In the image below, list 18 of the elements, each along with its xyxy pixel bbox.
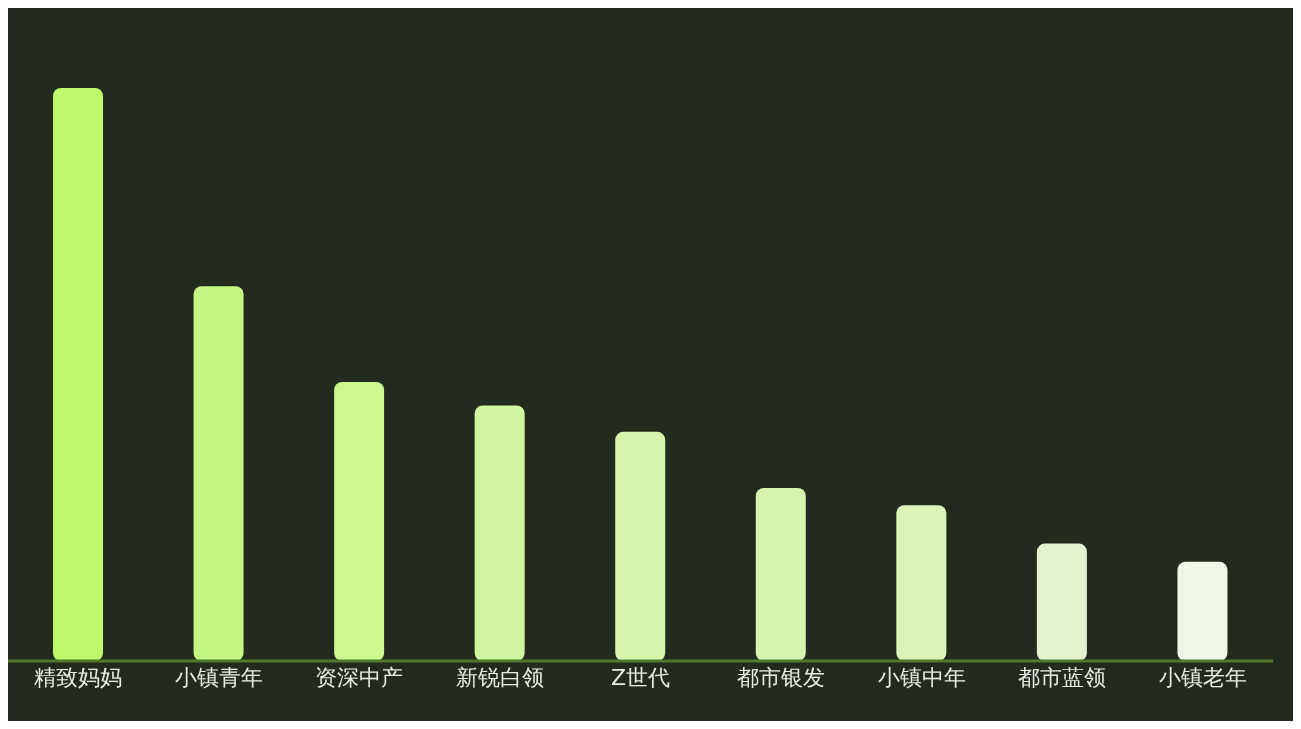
bar (896, 505, 947, 661)
x-tick-label: 都市银发 (737, 664, 826, 690)
x-tick-label: 小镇中年 (877, 664, 966, 690)
x-tick-label: 新锐白领 (455, 664, 544, 690)
bar (1036, 543, 1087, 661)
x-tick-label: 资深中产 (315, 664, 404, 690)
bar (193, 286, 244, 661)
x-tick-label: 小镇青年 (174, 664, 263, 690)
bar (1177, 561, 1228, 661)
bar (334, 381, 385, 661)
bar (53, 88, 103, 661)
x-tick-label: 小镇老年 (1158, 664, 1247, 690)
x-tick-label: Z世代 (610, 664, 671, 690)
bar (474, 405, 525, 661)
bar (615, 431, 666, 661)
x-tick-label: 精致妈妈 (34, 664, 123, 690)
x-tick-label: 都市蓝领 (1018, 664, 1107, 690)
bar (755, 487, 806, 661)
